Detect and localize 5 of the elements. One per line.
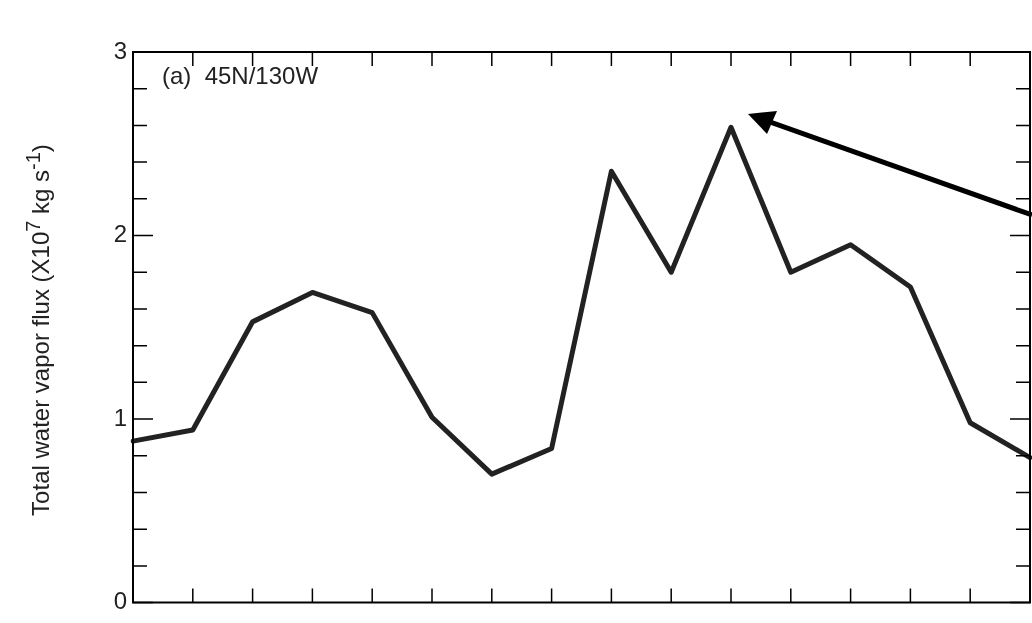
annotation: (a) 45N/130W (162, 62, 319, 90)
y-tick-label: 0 (113, 587, 127, 615)
y-tick-label: 1 (113, 403, 127, 431)
y-tick-label: 3 (113, 36, 127, 64)
y-tick-label: 2 (113, 220, 127, 248)
